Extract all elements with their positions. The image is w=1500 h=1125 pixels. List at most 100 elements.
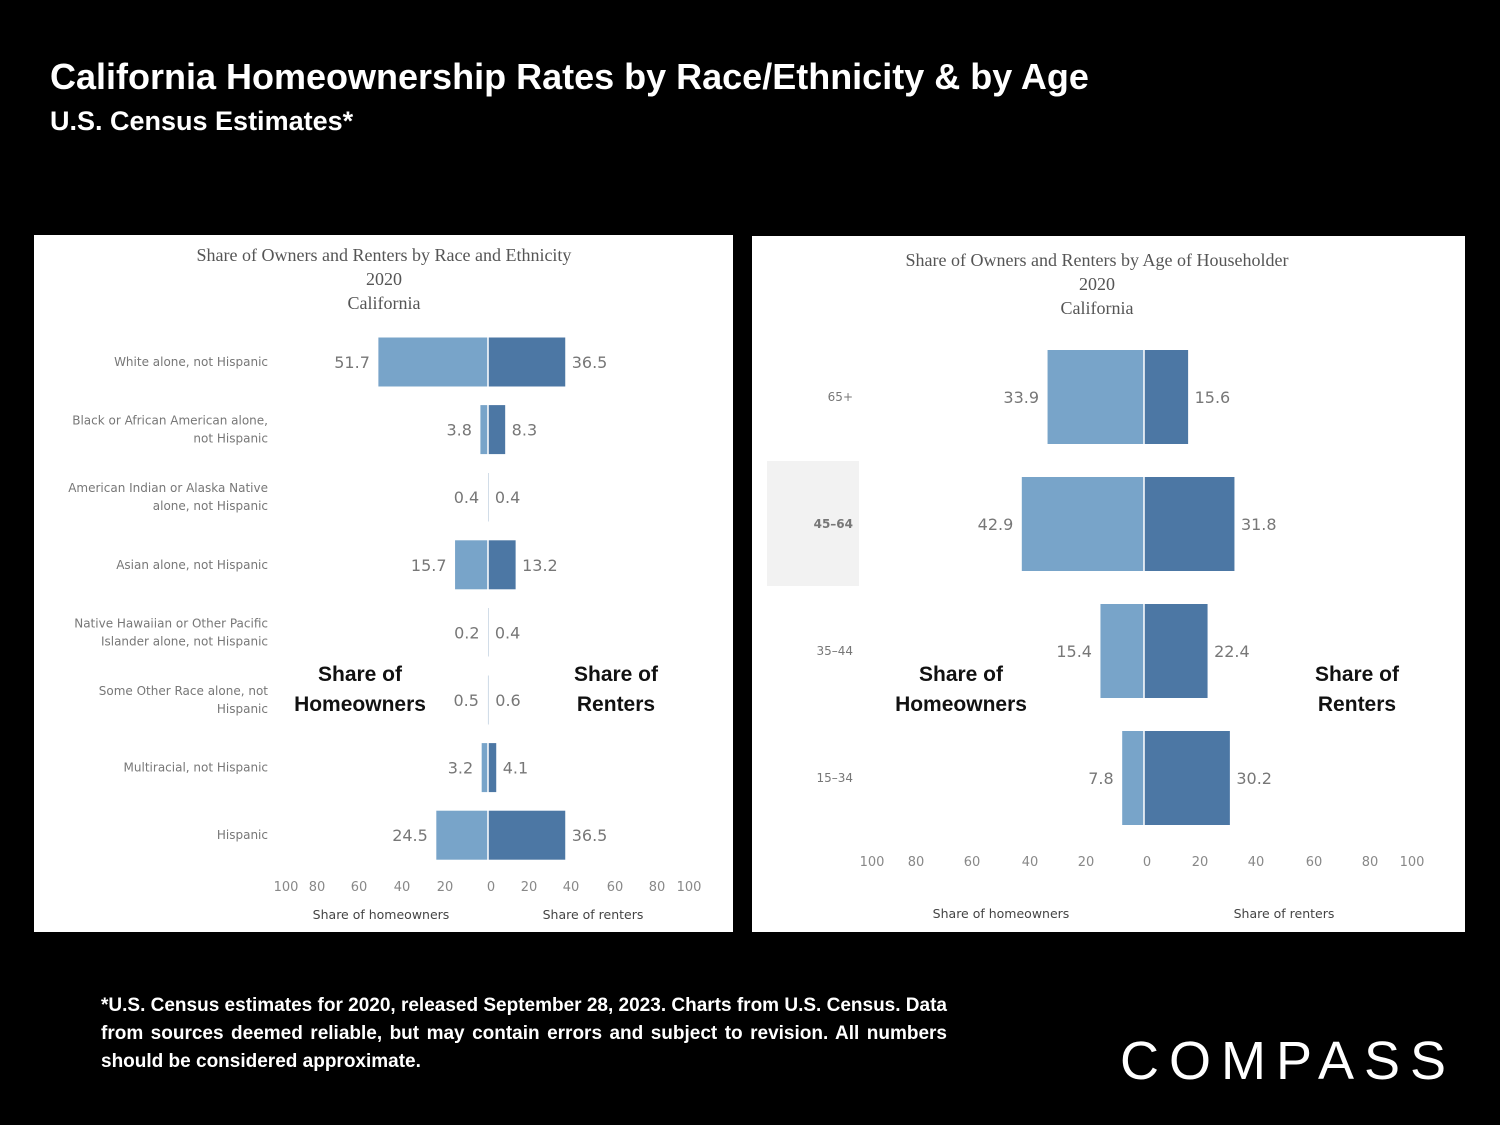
owner-bar: [479, 404, 489, 456]
x-tick-label: 0: [487, 880, 495, 895]
chart-title-1: Share of Owners and Renters by Race and …: [197, 245, 572, 265]
footnote: *U.S. Census estimates for 2020, release…: [101, 995, 947, 1072]
x-tick-label: 60: [964, 855, 981, 870]
renter-value-label: 36.5: [572, 353, 608, 372]
x-tick-label: 80: [309, 880, 326, 895]
renter-value-label: 15.6: [1195, 388, 1231, 407]
x-tick-label: 20: [1078, 855, 1095, 870]
chart-title-3: California: [1061, 298, 1134, 318]
owner-value-label: 33.9: [1003, 388, 1039, 407]
owner-bar: [377, 336, 489, 388]
renter-value-label: 31.8: [1241, 515, 1277, 534]
owner-value-label: 0.4: [454, 488, 479, 507]
x-tick-label: 80: [649, 880, 666, 895]
x-axis-label-renters: Share of renters: [1234, 906, 1335, 921]
x-tick-label: 0: [1143, 855, 1151, 870]
race-chart: Share of Owners and Renters by Race and …: [68, 245, 702, 922]
chart-title-1: Share of Owners and Renters by Age of Ho…: [906, 250, 1289, 270]
x-tick-label: 60: [1306, 855, 1323, 870]
category-label: Hispanic: [217, 828, 268, 842]
renter-value-label: 8.3: [512, 421, 537, 440]
x-tick-label: 20: [521, 880, 538, 895]
page-subtitle: U.S. Census Estimates*: [50, 106, 354, 136]
x-tick-label: 100: [274, 880, 299, 895]
renter-bar: [1143, 730, 1231, 826]
x-tick-label: 40: [563, 880, 580, 895]
category-label: Multiracial, not Hispanic: [124, 761, 268, 775]
owner-bar: [1099, 603, 1145, 699]
category-label: 45–64: [814, 517, 853, 531]
owner-bar: [1121, 730, 1145, 826]
category-label: Asian alone, not Hispanic: [116, 558, 268, 572]
renter-bar: [1143, 603, 1209, 699]
category-label: White alone, not Hispanic: [114, 355, 268, 369]
x-axis-label-renters: Share of renters: [543, 907, 644, 922]
owner-bar: [1046, 349, 1145, 445]
owner-value-label: 7.8: [1088, 769, 1113, 788]
renter-bar: [487, 742, 498, 794]
category-label: alone, not Hispanic: [153, 499, 268, 513]
x-axis-label-owners: Share of homeowners: [933, 906, 1070, 921]
renter-bar: [1143, 476, 1236, 572]
race-chart-panel: Share of Owners and Renters by Race and …: [34, 235, 733, 932]
renter-value-label: 13.2: [522, 556, 558, 575]
owner-value-label: 0.2: [454, 623, 479, 642]
x-tick-label: 100: [1400, 855, 1425, 870]
category-label: Islander alone, not Hispanic: [101, 634, 268, 648]
x-tick-label: 100: [677, 880, 702, 895]
renter-bar: [487, 336, 567, 388]
owner-value-label: 3.2: [448, 759, 473, 778]
overlay-label-homeowners: Share of: [919, 663, 1004, 686]
owner-bar: [454, 539, 489, 591]
category-label: not Hispanic: [193, 432, 268, 446]
category-label: 65+: [828, 390, 853, 404]
owner-value-label: 24.5: [392, 826, 428, 845]
overlay-label-renters: Share of: [1315, 663, 1400, 686]
compass-logo: COMPASS: [1120, 1031, 1457, 1091]
owner-value-label: 3.8: [446, 421, 471, 440]
x-tick-label: 80: [1362, 855, 1379, 870]
x-tick-label: 40: [394, 880, 411, 895]
renter-value-label: 30.2: [1236, 769, 1272, 788]
renter-value-label: 0.4: [495, 488, 520, 507]
overlay-label-homeowners: Homeowners: [294, 693, 426, 716]
owner-bar: [1020, 476, 1145, 572]
x-tick-label: 100: [860, 855, 885, 870]
overlay-label-renters: Renters: [577, 693, 655, 716]
overlay-label-renters: Renters: [1318, 693, 1396, 716]
owner-value-label: 15.7: [411, 556, 447, 575]
renter-bar: [1143, 349, 1190, 445]
x-axis-label-owners: Share of homeowners: [313, 907, 450, 922]
category-label: Black or African American alone,: [72, 414, 268, 428]
x-tick-label: 60: [607, 880, 624, 895]
overlay-label-homeowners: Share of: [318, 663, 403, 686]
page-title: California Homeownership Rates by Race/E…: [50, 56, 1089, 97]
owner-value-label: 42.9: [978, 515, 1014, 534]
highlighted-category-box: [767, 461, 859, 586]
chart-title-2: 2020: [1079, 274, 1115, 294]
x-tick-label: 20: [1192, 855, 1209, 870]
category-label: Some Other Race alone, not: [99, 684, 269, 698]
renter-bar: [487, 809, 567, 861]
renter-value-label: 0.6: [495, 691, 520, 710]
x-tick-label: 40: [1022, 855, 1039, 870]
category-label: American Indian or Alaska Native: [68, 481, 268, 495]
renter-value-label: 36.5: [572, 826, 608, 845]
category-label: 15–34: [816, 771, 853, 785]
age-chart: Share of Owners and Renters by Age of Ho…: [767, 250, 1425, 921]
x-tick-label: 40: [1248, 855, 1265, 870]
x-tick-label: 60: [351, 880, 368, 895]
renter-bar: [487, 404, 507, 456]
renter-bar: [487, 539, 517, 591]
owner-value-label: 51.7: [334, 353, 370, 372]
overlay-label-homeowners: Homeowners: [895, 693, 1027, 716]
owner-bar: [480, 742, 489, 794]
overlay-label-renters: Share of: [574, 663, 659, 686]
x-tick-label: 80: [908, 855, 925, 870]
owner-bar: [435, 809, 489, 861]
owner-value-label: 0.5: [453, 691, 478, 710]
category-label: Hispanic: [217, 702, 268, 716]
x-tick-label: 20: [437, 880, 454, 895]
chart-title-2: 2020: [366, 269, 402, 289]
category-label: Native Hawaiian or Other Pacific: [74, 616, 268, 630]
